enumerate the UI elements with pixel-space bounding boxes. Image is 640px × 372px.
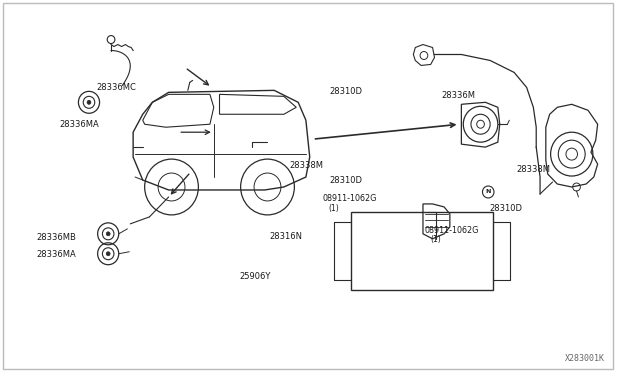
Text: 28310D: 28310D (330, 87, 362, 96)
Text: 28336MC: 28336MC (96, 83, 136, 92)
Text: N: N (639, 217, 640, 222)
Text: 28336M: 28336M (442, 91, 476, 100)
Circle shape (106, 232, 110, 236)
Text: 28336MA: 28336MA (59, 121, 99, 129)
Text: 28336MA: 28336MA (36, 250, 76, 259)
Text: 28310D: 28310D (489, 204, 522, 213)
Text: 08911-1062G: 08911-1062G (424, 226, 479, 235)
Text: (1): (1) (329, 204, 339, 213)
Text: 28336MB: 28336MB (36, 233, 76, 243)
Text: X283001K: X283001K (565, 355, 605, 363)
Text: 28338M: 28338M (289, 161, 323, 170)
Text: 28338M: 28338M (516, 165, 550, 174)
Text: 28316N: 28316N (269, 231, 303, 241)
Text: N: N (486, 189, 491, 195)
Text: 28310D: 28310D (330, 176, 362, 185)
Circle shape (106, 252, 110, 256)
Text: 08911-1062G: 08911-1062G (323, 195, 377, 203)
Circle shape (87, 100, 91, 104)
Text: 25906Y: 25906Y (239, 272, 270, 281)
Text: (1): (1) (431, 235, 442, 244)
